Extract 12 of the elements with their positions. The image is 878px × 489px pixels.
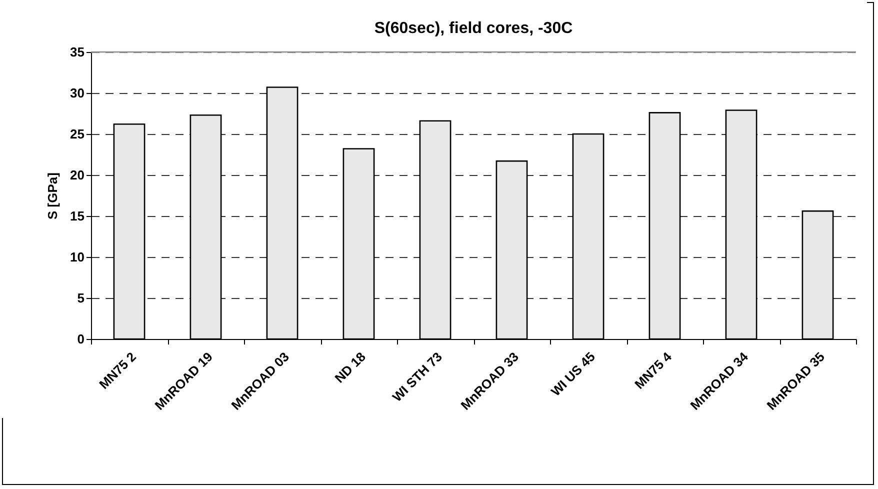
chart-title: S(60sec), field cores, -30C	[374, 20, 574, 37]
y-tick-label: 20	[70, 168, 84, 182]
y-tick-label: 15	[70, 208, 84, 224]
y-tick-label: 0	[77, 332, 84, 346]
y-tick-label: 5	[77, 290, 84, 306]
y-tick-label: 25	[70, 126, 84, 142]
y-tick-label: 30	[70, 86, 84, 100]
y-tick-label: 10	[70, 250, 84, 264]
x-tick-label: WI US 45	[548, 349, 598, 400]
y-axis-title: S [GPa]	[45, 172, 60, 220]
y-tick-label: 35	[70, 44, 84, 60]
x-tick-label: ND 18	[332, 349, 368, 386]
